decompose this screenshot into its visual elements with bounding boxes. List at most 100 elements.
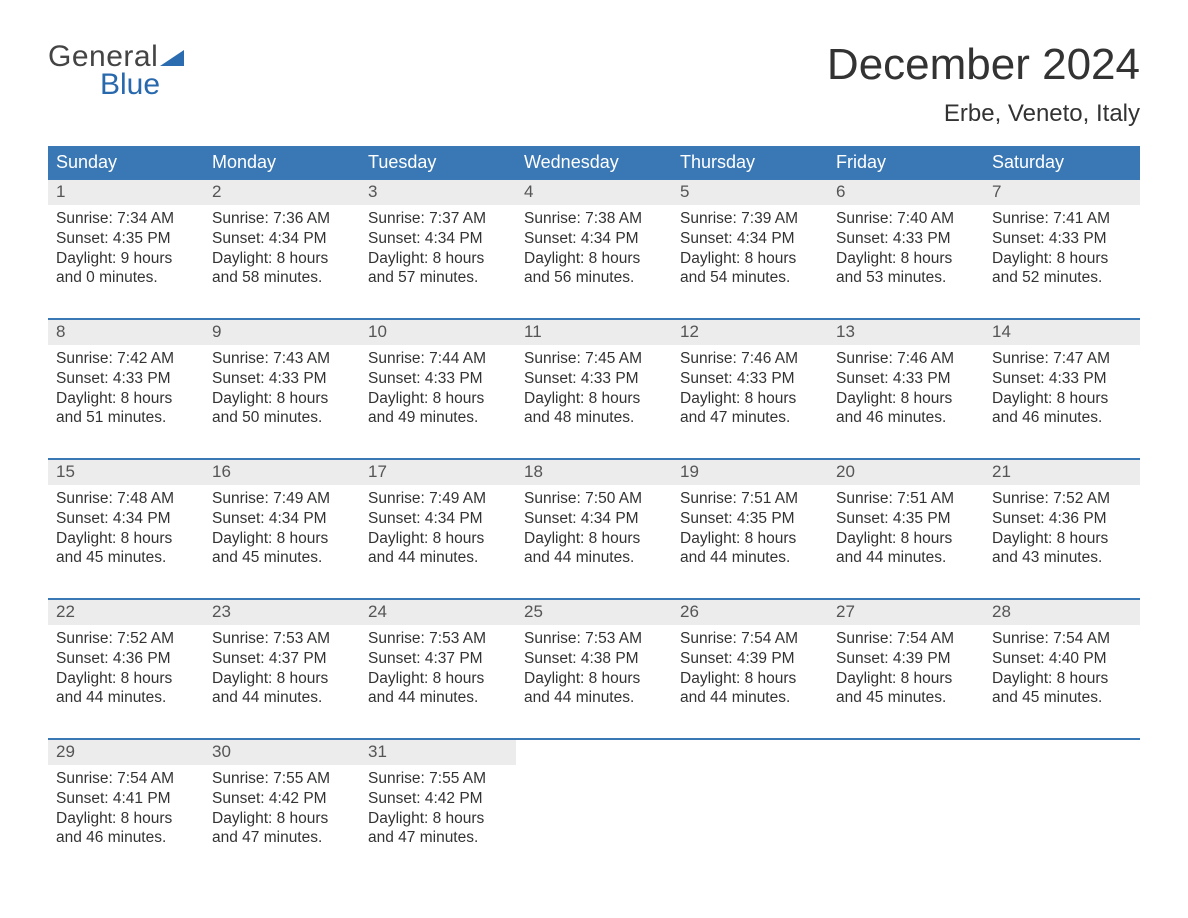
day-number: 1: [48, 180, 204, 205]
sunset-line: Sunset: 4:33 PM: [836, 369, 976, 389]
day-number: 6: [828, 180, 984, 205]
day-details: Sunrise: 7:47 AMSunset: 4:33 PMDaylight:…: [992, 349, 1132, 428]
day-number: 24: [360, 600, 516, 625]
sunrise-line: Sunrise: 7:38 AM: [524, 209, 664, 229]
daylight-line: Daylight: 8 hours and 47 minutes.: [680, 389, 820, 429]
daylight-line: Daylight: 8 hours and 56 minutes.: [524, 249, 664, 289]
calendar-week: 1Sunrise: 7:34 AMSunset: 4:35 PMDaylight…: [48, 180, 1140, 300]
sunset-line: Sunset: 4:33 PM: [368, 369, 508, 389]
daylight-line: Daylight: 8 hours and 51 minutes.: [56, 389, 196, 429]
day-number: 5: [672, 180, 828, 205]
day-cell: 24 Sunrise: 7:53 AMSunset: 4:37 PMDayligh…: [360, 600, 516, 720]
day-cell: 20Sunrise: 7:51 AMSunset: 4:35 PMDayligh…: [828, 460, 984, 580]
day-details: Sunrise: 7:53 AMSunset: 4:37 PMDaylight:…: [368, 629, 508, 708]
day-cell: 18Sunrise: 7:50 AMSunset: 4:34 PMDayligh…: [516, 460, 672, 580]
daylight-line: Daylight: 8 hours and 47 minutes.: [212, 809, 352, 849]
sunset-line: Sunset: 4:39 PM: [680, 649, 820, 669]
day-details: Sunrise: 7:43 AMSunset: 4:33 PMDaylight:…: [212, 349, 352, 428]
day-cell: 30Sunrise: 7:55 AMSunset: 4:42 PMDayligh…: [204, 740, 360, 860]
day-cell: 31Sunrise: 7:55 AMSunset: 4:42 PMDayligh…: [360, 740, 516, 860]
daylight-line: Daylight: 8 hours and 46 minutes.: [992, 389, 1132, 429]
day-number: 15: [48, 460, 204, 485]
page-header: General Blue December 2024 Erbe, Veneto,…: [48, 40, 1140, 128]
sunrise-line: Sunrise: 7:47 AM: [992, 349, 1132, 369]
daylight-line: Daylight: 8 hours and 49 minutes.: [368, 389, 508, 429]
sunrise-line: Sunrise: 7:52 AM: [56, 629, 196, 649]
day-number: 11: [516, 320, 672, 345]
day-cell: 2Sunrise: 7:36 AMSunset: 4:34 PMDaylight…: [204, 180, 360, 300]
day-cell: 8Sunrise: 7:42 AMSunset: 4:33 PMDaylight…: [48, 320, 204, 440]
day-number: 4: [516, 180, 672, 205]
daylight-line: Daylight: 8 hours and 58 minutes.: [212, 249, 352, 289]
weekday-header: Thursday: [672, 146, 828, 180]
day-cell: 21 Sunrise: 7:52 AMSunset: 4:36 PMDayligh…: [984, 460, 1140, 580]
day-cell: 28Sunrise: 7:54 AMSunset: 4:40 PMDayligh…: [984, 600, 1140, 720]
sunset-line: Sunset: 4:34 PM: [56, 509, 196, 529]
sunset-line: Sunset: 4:37 PM: [368, 649, 508, 669]
day-number: 22: [48, 600, 204, 625]
sunrise-line: Sunrise: 7:54 AM: [836, 629, 976, 649]
daylight-line: Daylight: 8 hours and 54 minutes.: [680, 249, 820, 289]
sunrise-line: Sunrise: 7:49 AM: [212, 489, 352, 509]
sunset-line: Sunset: 4:34 PM: [368, 229, 508, 249]
daylight-line: Daylight: 8 hours and 44 minutes.: [212, 669, 352, 709]
day-details: Sunrise: 7:44 AMSunset: 4:33 PMDaylight:…: [368, 349, 508, 428]
day-details: Sunrise: 7:37 AMSunset: 4:34 PMDaylight:…: [368, 209, 508, 288]
day-number: 17: [360, 460, 516, 485]
day-number: 21: [984, 460, 1140, 485]
day-cell: [516, 740, 672, 860]
sunrise-line: Sunrise: 7:54 AM: [56, 769, 196, 789]
logo-triangle-icon: [160, 50, 184, 66]
day-details: Sunrise: 7:42 AMSunset: 4:33 PMDaylight:…: [56, 349, 196, 428]
sunrise-line: Sunrise: 7:53 AM: [524, 629, 664, 649]
day-number: 23: [204, 600, 360, 625]
daylight-line: Daylight: 8 hours and 48 minutes.: [524, 389, 664, 429]
day-cell: 12Sunrise: 7:46 AMSunset: 4:33 PMDayligh…: [672, 320, 828, 440]
calendar-week: 29 Sunrise: 7:54 AMSunset: 4:41 PM Dayligh…: [48, 738, 1140, 860]
sunset-line: Sunset: 4:33 PM: [836, 229, 976, 249]
sunrise-line: Sunrise: 7:48 AM: [56, 489, 196, 509]
day-cell: 6Sunrise: 7:40 AMSunset: 4:33 PMDaylight…: [828, 180, 984, 300]
sunset-line: Sunset: 4:36 PM: [992, 509, 1132, 529]
day-details: Sunrise: 7:51 AMSunset: 4:35 PMDaylight:…: [836, 489, 976, 568]
sunset-line: Sunset: 4:42 PM: [212, 789, 352, 809]
day-details: Sunrise: 7:54 AMSunset: 4:39 PMDaylight:…: [836, 629, 976, 708]
day-number: 27: [828, 600, 984, 625]
sunrise-line: Sunrise: 7:34 AM: [56, 209, 196, 229]
daylight-line: Daylight: 8 hours and 43 minutes.: [992, 529, 1132, 569]
day-number: 3: [360, 180, 516, 205]
weeks-container: 1Sunrise: 7:34 AMSunset: 4:35 PMDaylight…: [48, 180, 1140, 860]
sunset-line: Sunset: 4:41 PM: [56, 789, 196, 809]
day-details: Sunrise: 7:52 AMSunset: 4:36 PMDaylight:…: [56, 629, 196, 708]
weekday-header: Wednesday: [516, 146, 672, 180]
calendar-week: 15Sunrise: 7:48 AMSunset: 4:34 PMDayligh…: [48, 458, 1140, 580]
day-details: Sunrise: 7:49 AMSunset: 4:34 PMDaylight:…: [212, 489, 352, 568]
day-details: Sunrise: 7:55 AMSunset: 4:42 PMDaylight:…: [212, 769, 352, 848]
logo-text-2: Blue: [100, 68, 160, 102]
sunrise-line: Sunrise: 7:54 AM: [992, 629, 1132, 649]
sunrise-line: Sunrise: 7:37 AM: [368, 209, 508, 229]
day-cell: 14Sunrise: 7:47 AMSunset: 4:33 PMDayligh…: [984, 320, 1140, 440]
sunrise-line: Sunrise: 7:51 AM: [836, 489, 976, 509]
day-cell: [984, 740, 1140, 860]
day-details: Sunrise: 7:52 AMSunset: 4:36 PMDaylight:…: [992, 489, 1132, 568]
sunrise-line: Sunrise: 7:44 AM: [368, 349, 508, 369]
sunrise-line: Sunrise: 7:53 AM: [368, 629, 508, 649]
day-cell: 5Sunrise: 7:39 AMSunset: 4:34 PMDaylight…: [672, 180, 828, 300]
day-number: 29: [48, 740, 204, 765]
daylight-line: Daylight: 8 hours and 57 minutes.: [368, 249, 508, 289]
day-number: 12: [672, 320, 828, 345]
day-cell: 3 Sunrise: 7:37 AMSunset: 4:34 PMDaylight…: [360, 180, 516, 300]
day-details: Sunrise: 7:53 AMSunset: 4:37 PMDaylight:…: [212, 629, 352, 708]
sunset-line: Sunset: 4:40 PM: [992, 649, 1132, 669]
weekday-header: Saturday: [984, 146, 1140, 180]
daylight-line: Daylight: 8 hours and 44 minutes.: [836, 529, 976, 569]
sunrise-line: Sunrise: 7:55 AM: [368, 769, 508, 789]
sunset-line: Sunset: 4:33 PM: [524, 369, 664, 389]
day-details: Sunrise: 7:51 AMSunset: 4:35 PMDaylight:…: [680, 489, 820, 568]
sunset-line: Sunset: 4:34 PM: [524, 509, 664, 529]
day-cell: 10Sunrise: 7:44 AMSunset: 4:33 PMDayligh…: [360, 320, 516, 440]
day-cell: 25Sunrise: 7:53 AMSunset: 4:38 PMDayligh…: [516, 600, 672, 720]
day-details: Sunrise: 7:41 AMSunset: 4:33 PMDaylight:…: [992, 209, 1132, 288]
day-cell: 23 Sunrise: 7:53 AMSunset: 4:37 PMDayligh…: [204, 600, 360, 720]
